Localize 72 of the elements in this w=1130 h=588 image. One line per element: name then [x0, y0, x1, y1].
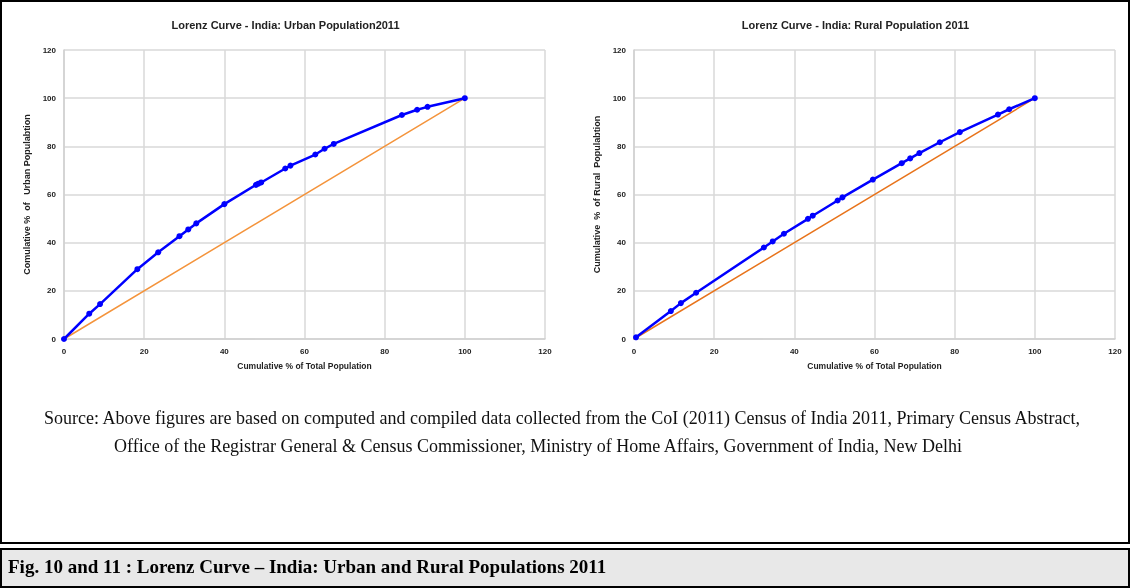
point: [134, 266, 141, 273]
x-tick-label: 0: [631, 346, 637, 356]
y-tick-label: 80: [47, 141, 57, 151]
point: [916, 150, 923, 157]
point: [398, 112, 405, 119]
y-tick-label: 60: [47, 190, 57, 199]
caption: Fig. 10 and 11 : Lorenz Curve – India: Urban and Rural Populations 2011: [7, 555, 608, 579]
point: [185, 226, 192, 233]
point: [809, 212, 816, 219]
point: [804, 215, 811, 222]
x-tick-label: 20: [139, 346, 150, 356]
y-tick-label: 100: [42, 93, 57, 103]
point: [193, 220, 200, 227]
y-tick-label: 0: [51, 334, 57, 344]
point: [287, 162, 294, 169]
point: [693, 289, 700, 296]
x-tick-label: 120: [538, 346, 553, 356]
point: [760, 244, 767, 251]
x-tick-label: 80: [950, 346, 960, 356]
point: [907, 155, 914, 162]
x-tick-label: 80: [380, 346, 390, 356]
y-tick-label: 120: [612, 45, 627, 55]
point: [633, 334, 639, 341]
x-tick-label: 40: [219, 346, 230, 356]
point: [414, 106, 421, 113]
y-tick-label: 60: [617, 190, 627, 199]
x-tick-label: 120: [1108, 346, 1123, 356]
point: [461, 95, 468, 102]
point: [155, 249, 162, 256]
x-tick-label: 20: [709, 346, 720, 356]
x-tick-label: 100: [458, 346, 473, 356]
y-axis-title: Comulative % of Urban Populabtion: [22, 114, 33, 275]
chart-title: Lorenz Curve - India: Urban Population2011: [171, 18, 400, 31]
point: [869, 176, 876, 183]
point: [898, 160, 905, 167]
chart-title: Lorenz Curve - India: Rural Population 2011: [741, 18, 970, 31]
point: [424, 103, 431, 110]
x-tick-label: 100: [1028, 346, 1043, 356]
point: [956, 129, 963, 136]
point: [61, 336, 67, 342]
y-tick-label: 80: [617, 141, 627, 151]
y-tick-label: 20: [47, 286, 57, 296]
y-tick-label: 40: [617, 238, 627, 248]
y-tick-label: 120: [42, 45, 57, 55]
point: [282, 165, 289, 172]
point: [994, 111, 1001, 118]
point: [936, 139, 943, 146]
point: [1006, 106, 1013, 113]
point: [667, 308, 674, 315]
source-note: Source: Above figures are based on computed and compiled data collected from the CoI (2011) Census of India 2011, Primary Census Abstract, Office of the Registrar General & Census Commissioner, Ministry of Home Affairs, Government of India, New Delhi: [43, 407, 1081, 458]
x-tick-label: 60: [870, 346, 880, 356]
x-tick-label: 40: [789, 346, 800, 356]
point: [780, 230, 787, 237]
y-axis-title: Cumulative % of Rural Populabtion: [592, 115, 603, 274]
point: [321, 145, 328, 152]
point: [330, 140, 337, 147]
point: [834, 197, 841, 204]
point: [1031, 95, 1038, 102]
x-axis-title: Cumulative % of Total Population: [237, 360, 372, 371]
point: [677, 300, 684, 307]
y-tick-label: 0: [621, 334, 627, 344]
point: [97, 301, 104, 308]
point: [176, 233, 183, 240]
y-tick-label: 20: [617, 286, 627, 296]
point: [86, 310, 93, 317]
x-tick-label: 0: [61, 346, 67, 356]
x-tick-label: 60: [300, 346, 310, 356]
point: [221, 201, 228, 208]
x-axis-title: Cumulative % of Total Population: [807, 360, 942, 371]
y-tick-label: 40: [47, 238, 57, 248]
y-tick-label: 100: [612, 93, 627, 103]
point: [839, 194, 846, 201]
